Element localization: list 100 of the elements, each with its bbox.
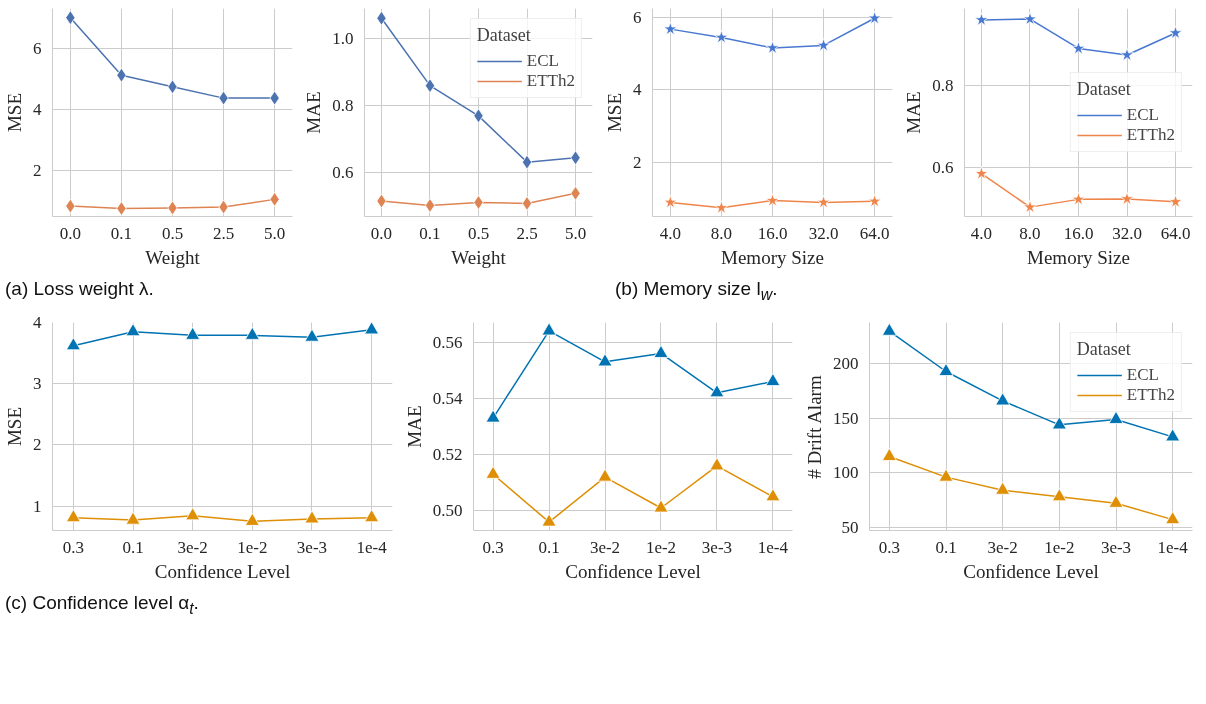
text: (b) Memory size l$_{w}$.	[615, 277, 778, 305]
y-axis-title: MSE	[4, 406, 25, 447]
x-tick-label: 32.0	[808, 223, 839, 243]
x-tick-label: 1e-2	[645, 537, 677, 557]
y-tick-label: 1.0	[332, 29, 354, 49]
y-tick-label: 0.50	[432, 501, 463, 521]
point	[541, 322, 557, 336]
point	[714, 30, 729, 44]
point	[1168, 194, 1183, 208]
x-tick-label: 8.0	[710, 223, 733, 243]
x-tick-label: 3e-2	[589, 537, 621, 557]
x-axis-title: Memory Size	[1027, 246, 1130, 268]
point	[714, 200, 729, 214]
x-axis-title: Confidence Level	[565, 560, 701, 582]
x-tick-label: 3e-2	[987, 537, 1018, 557]
x-tick-label: 1e-4	[1157, 537, 1189, 557]
y-tick-label: 150	[833, 408, 859, 428]
y-axis-title: # Drift Alarm	[804, 375, 825, 479]
point	[974, 166, 989, 180]
x-tick-label: 64.0	[859, 223, 890, 243]
y-axis-title: MSE	[4, 92, 25, 133]
point	[974, 12, 989, 26]
y-tick-label: 0.6	[932, 158, 954, 178]
x-tick-label: 0.1	[110, 223, 133, 243]
y-axis-title: MAE	[303, 91, 325, 134]
point	[1165, 511, 1181, 525]
y-tick-label: 1	[33, 496, 42, 516]
x-tick-label: 3e-2	[177, 537, 208, 557]
x-axis-title: Confidence Level	[963, 560, 1099, 582]
point	[485, 409, 501, 423]
point	[424, 78, 436, 94]
x-axis-title: Weight	[145, 246, 201, 268]
y-tick-label: 4	[33, 313, 42, 332]
point	[709, 384, 725, 398]
point	[765, 488, 781, 502]
point	[244, 512, 260, 526]
point	[541, 513, 557, 527]
point	[521, 154, 533, 170]
x-tick-label: 0.3	[878, 537, 900, 557]
x-tick-label: 5.0	[564, 223, 587, 243]
x-axis-title: Memory Size	[721, 246, 824, 268]
point	[597, 468, 613, 482]
point	[881, 447, 897, 461]
point	[938, 468, 954, 482]
x-tick-label: 64.0	[1160, 223, 1191, 243]
x-tick-label: 3e-3	[1100, 537, 1132, 557]
x-tick-label: 16.0	[1063, 223, 1094, 243]
point	[765, 40, 780, 54]
point	[185, 326, 201, 340]
x-tick-label: 0.3	[62, 537, 84, 557]
point	[473, 195, 484, 210]
y-tick-label: 200	[833, 354, 859, 374]
point	[816, 38, 831, 52]
y-tick-label: 4	[33, 99, 42, 119]
y-tick-label: 2	[33, 435, 42, 455]
y-tick-label: 0.52	[432, 445, 463, 465]
legend-label: ETTh2	[1126, 385, 1175, 405]
y-tick-label: 50	[841, 517, 859, 537]
x-tick-label: 0.0	[370, 223, 393, 243]
point	[765, 373, 781, 386]
x-tick-label: 0.1	[538, 537, 560, 557]
point	[1022, 199, 1038, 214]
point	[521, 196, 533, 211]
point	[244, 326, 260, 340]
point	[938, 363, 954, 376]
x-tick-label: 5.0	[264, 223, 286, 243]
legend-title: Dataset	[1076, 79, 1132, 100]
y-tick-label: 0.6	[332, 163, 354, 183]
y-tick-label: 3	[33, 374, 42, 394]
point	[1119, 47, 1135, 62]
point	[1108, 410, 1124, 424]
x-axis-title: Weight	[451, 246, 507, 268]
x-tick-label: 2.5	[516, 223, 538, 243]
x-tick-label: 8.0	[1019, 223, 1041, 243]
point	[653, 499, 669, 513]
x-tick-label: 0.1	[419, 223, 441, 243]
text: (a) Loss weight λ.	[5, 277, 154, 301]
y-tick-label: 2	[633, 152, 642, 172]
point	[65, 337, 81, 351]
y-axis-title: MSE	[604, 92, 625, 133]
x-tick-label: 4.0	[659, 223, 681, 243]
point	[364, 322, 380, 335]
point	[867, 10, 882, 25]
y-tick-label: 6	[633, 8, 642, 28]
legend-label: ECL	[526, 51, 559, 71]
point	[1165, 428, 1181, 442]
point	[663, 21, 678, 36]
point	[881, 322, 897, 336]
y-axis-title: MAE	[903, 91, 925, 134]
x-tick-label: 0.1	[935, 537, 957, 557]
point	[995, 392, 1011, 406]
point	[185, 507, 201, 521]
point	[597, 353, 613, 367]
y-tick-label: 2	[33, 161, 42, 181]
y-tick-label: 4	[633, 80, 642, 100]
point	[1168, 25, 1183, 40]
legend-label: ECL	[1126, 105, 1159, 125]
x-axis-title: Confidence Level	[154, 560, 291, 582]
point	[1022, 11, 1038, 26]
point	[1108, 494, 1124, 508]
